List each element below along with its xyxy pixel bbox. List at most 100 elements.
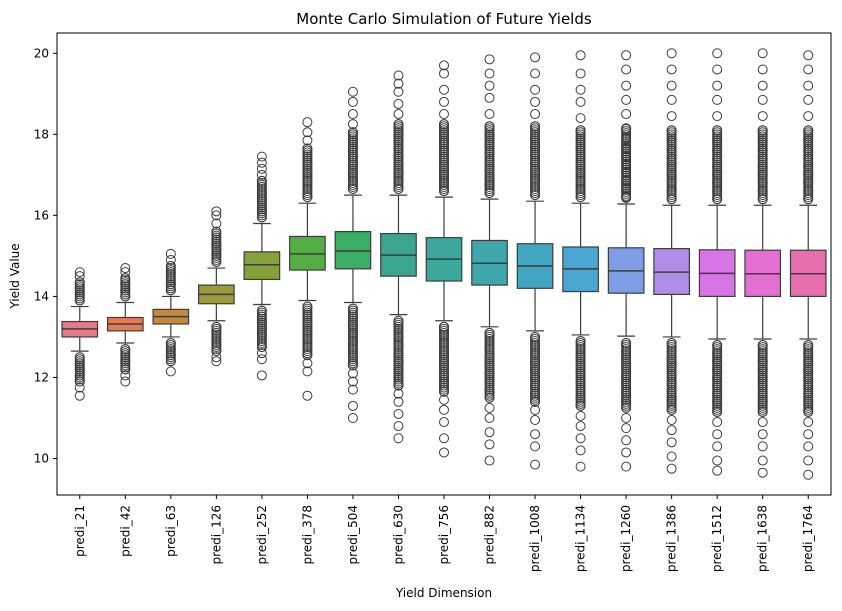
- outlier-point: [256, 151, 267, 162]
- outlier-point: [803, 380, 814, 391]
- outlier-point: [165, 338, 176, 349]
- outlier-point: [302, 117, 313, 128]
- outlier-point: [484, 352, 495, 363]
- box-group-predi_378: [289, 117, 326, 401]
- outlier-point: [530, 121, 541, 132]
- outlier-point: [211, 218, 222, 229]
- outlier-point: [575, 159, 586, 170]
- outlier-point: [575, 376, 586, 387]
- outlier-point: [803, 94, 814, 105]
- outlier-point: [302, 325, 313, 336]
- outlier-point: [530, 182, 541, 192]
- outlier-point: [393, 372, 404, 383]
- x-tick-label: predi_1008: [528, 505, 542, 572]
- outlier-point: [621, 80, 632, 91]
- outlier-point: [530, 165, 541, 176]
- outlier-point: [712, 80, 723, 91]
- outlier-point: [530, 133, 541, 144]
- outlier-point: [530, 149, 541, 160]
- outlier-point: [74, 358, 85, 369]
- x-tick-label: predi_630: [391, 505, 405, 565]
- outlier-point: [666, 169, 677, 180]
- outlier-point: [757, 125, 768, 136]
- outlier-point: [120, 263, 131, 274]
- outlier-point: [211, 327, 222, 338]
- outlier-point: [621, 413, 632, 423]
- outlier-point: [666, 425, 677, 436]
- outlier-point: [347, 135, 358, 146]
- outlier-point: [165, 285, 176, 296]
- outlier-point: [575, 360, 586, 371]
- outlier-point: [757, 380, 768, 391]
- outlier-point: [211, 340, 222, 351]
- outlier-point: [621, 461, 632, 472]
- outlier-point: [666, 161, 677, 172]
- outlier-point: [393, 315, 404, 326]
- outlier-point: [757, 356, 768, 367]
- outlier-point: [757, 145, 768, 156]
- outlier-point: [165, 248, 176, 259]
- outlier-point: [439, 129, 449, 140]
- outlier-point: [393, 408, 404, 419]
- outlier-point: [256, 212, 267, 223]
- outlier-point: [712, 348, 723, 359]
- outlier-point: [621, 362, 632, 373]
- outlier-point: [120, 376, 131, 387]
- outlier-point: [621, 435, 632, 446]
- outlier-point: [439, 153, 449, 164]
- outlier-point: [621, 123, 632, 134]
- outlier-point: [347, 311, 358, 322]
- outlier-point: [302, 135, 313, 146]
- outlier-point: [393, 421, 404, 432]
- outlier-point: [393, 388, 404, 399]
- outlier-point: [712, 406, 723, 417]
- y-tick-label: 20: [34, 46, 49, 60]
- outlier-point: [484, 376, 495, 387]
- outlier-point: [393, 70, 404, 81]
- outlier-point: [211, 206, 222, 217]
- outlier-point: [530, 190, 541, 201]
- outlier-point: [347, 184, 358, 195]
- outlier-point: [393, 119, 404, 130]
- box-group-predi_63: [152, 248, 190, 377]
- outlier-point: [666, 386, 677, 397]
- y-tick-label: 18: [34, 127, 49, 141]
- outlier-point: [74, 267, 85, 278]
- outlier-point: [757, 417, 768, 428]
- box-group-predi_1764: [789, 50, 827, 480]
- outlier-point: [484, 336, 495, 346]
- x-tick-label: predi_1260: [619, 505, 633, 572]
- outlier-point: [621, 338, 632, 349]
- iqr-box: [243, 251, 281, 280]
- outlier-point: [803, 441, 814, 452]
- outlier-point: [439, 119, 449, 130]
- outlier-point: [347, 327, 358, 338]
- outlier-point: [484, 92, 495, 103]
- outlier-point: [530, 96, 541, 107]
- outlier-point: [575, 344, 586, 355]
- outlier-point: [347, 167, 358, 178]
- outlier-point: [757, 177, 768, 188]
- outlier-point: [484, 188, 495, 199]
- outlier-point: [393, 356, 404, 367]
- outlier-point: [165, 356, 176, 367]
- outlier-point: [165, 279, 176, 290]
- outlier-point: [347, 175, 358, 186]
- outlier-point: [712, 194, 723, 205]
- outlier-point: [621, 346, 632, 357]
- outlier-point: [666, 378, 677, 389]
- outlier-point: [211, 210, 222, 221]
- outlier-point: [530, 380, 541, 391]
- outlier-point: [621, 423, 632, 434]
- outlier-point: [757, 388, 768, 399]
- outlier-point: [439, 433, 449, 444]
- outlier-point: [484, 68, 495, 79]
- outlier-point: [757, 396, 768, 407]
- outlier-point: [666, 186, 677, 197]
- outlier-point: [302, 127, 313, 138]
- outlier-point: [803, 417, 814, 428]
- outlier-point: [712, 135, 723, 146]
- outlier-point: [393, 78, 404, 89]
- outlier-point: [575, 50, 586, 61]
- outlier-point: [256, 370, 267, 381]
